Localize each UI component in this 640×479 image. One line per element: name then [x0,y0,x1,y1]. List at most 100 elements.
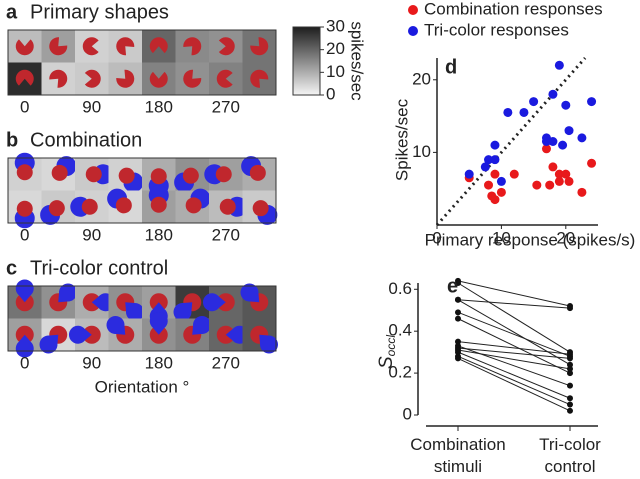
point [577,133,587,143]
point [532,180,542,190]
point [577,187,587,197]
y-axis-label: Soccl [376,335,398,369]
stimulus [82,37,99,56]
stimulus-blue [106,315,126,335]
point [503,107,513,117]
point [496,187,506,197]
colorbar-label: spikes/sec [348,21,367,101]
stimulus [219,198,236,215]
stimulus [182,167,199,184]
point [567,370,573,377]
stimulus [116,69,135,88]
stimulus-blue [39,334,59,354]
point [564,126,574,136]
point [561,100,571,110]
stimulus-blue [125,302,145,322]
stimulus [48,200,65,217]
colorbar-tick-label: 10 [326,62,345,81]
point [567,305,573,312]
y-tick-label: 0.2 [388,363,412,382]
point [455,309,461,316]
stimulus [252,200,269,217]
stimulus [15,39,34,56]
legend-label: Combination responses [424,0,603,18]
point [567,351,573,358]
pair-line [457,357,571,412]
stimulus-blue [173,302,193,322]
point [484,155,494,165]
point [548,137,558,146]
stimulus [250,69,269,88]
colorbar-tick-label: 30 [326,16,345,35]
x-axis-label: Primary response (spikes/s) [425,230,636,249]
y-axis-label-main: S [376,356,397,369]
x-tick-label: 270 [212,225,240,244]
point [587,158,597,168]
stimulus [81,198,98,215]
point [567,365,573,372]
pair-line [457,318,571,374]
x-tick-label: 20 [556,228,575,247]
point [567,382,573,389]
stimulus-blue [192,315,212,335]
stimulus [150,168,167,185]
point [567,395,573,402]
stimulus [149,71,168,88]
point [541,144,551,154]
y-tick-label: 20 [412,69,431,88]
point [529,97,539,107]
point [548,89,558,99]
pair-line [457,349,571,370]
legend-marker [408,5,418,15]
point [567,355,573,362]
y-tick-label: 0.4 [388,321,412,340]
pair-line [457,355,571,405]
colorbar [292,26,321,96]
x-tick-label: 90 [82,97,101,116]
y-tick-label: 0.6 [388,279,412,298]
point [554,60,564,70]
x-tick-label: 0 [20,353,29,372]
x-tick-label: 0 [432,228,441,247]
panel-letter: a [6,1,18,23]
point [519,107,529,117]
point [567,407,573,414]
stimulus [115,197,132,214]
point [490,169,500,179]
x-tick-label: Combination stimuli [410,435,506,476]
stimulus [16,200,33,217]
point [455,280,461,286]
stimulus [16,164,33,181]
stimulus [250,37,269,56]
y-axis-label: Spikes/sec [392,98,411,181]
x-tick-label: 180 [145,353,173,372]
x-tick-label: 270 [212,353,240,372]
x-tick-label: 10 [492,228,511,247]
point [490,195,500,205]
point [509,169,519,179]
point [561,169,571,179]
pair-line [457,280,571,307]
x-tick-label: 180 [145,97,173,116]
stimulus [51,164,68,181]
x-tick-label: 0 [20,225,29,244]
point [455,338,461,345]
point [455,315,461,322]
point [554,176,564,186]
stimulus-blue [149,311,168,335]
legend-label: Tri-color responses [424,20,569,39]
stimulus-blue [202,293,226,312]
stimulus-blue [58,283,78,303]
pair-line [457,345,571,387]
pair-line [457,341,571,355]
y-axis-label-sub: occl [384,335,398,357]
pair-line [457,282,571,353]
x-tick-label: 90 [82,225,101,244]
panel-letter: b [6,129,18,151]
point [490,155,500,165]
stimulus [215,166,232,183]
stimulus [185,197,202,214]
point [455,296,461,303]
pair-line [457,299,571,309]
